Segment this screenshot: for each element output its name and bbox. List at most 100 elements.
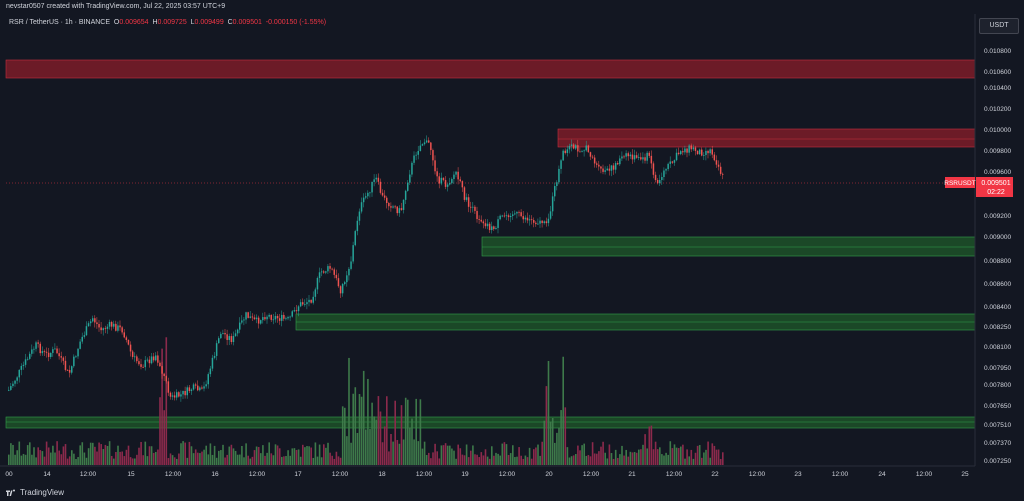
candle-body bbox=[98, 323, 100, 328]
candle-body bbox=[392, 206, 394, 208]
price-axis[interactable]: 0.010800 0.010600 0.010400 0.010200 0.010000… bbox=[984, 48, 1011, 465]
candle-body bbox=[365, 196, 367, 198]
volume-bar bbox=[383, 426, 386, 465]
close-label: C bbox=[227, 19, 233, 26]
candle-body bbox=[234, 333, 237, 337]
high-value: 0.009725 bbox=[157, 19, 187, 26]
volume-bar bbox=[117, 445, 119, 465]
volume-bar bbox=[26, 445, 29, 465]
volume-bar bbox=[14, 454, 16, 465]
volume-bar bbox=[696, 445, 699, 465]
candle-body bbox=[402, 199, 405, 210]
candle-body bbox=[566, 149, 569, 153]
price-axis-label: 0.008250 bbox=[984, 324, 1011, 331]
candle-body bbox=[257, 317, 260, 324]
volume-bar bbox=[593, 453, 596, 465]
volume-bar bbox=[192, 453, 195, 465]
candle-body bbox=[58, 353, 60, 357]
volume-bar bbox=[476, 454, 478, 465]
candle-body bbox=[600, 166, 602, 169]
candle-body bbox=[516, 211, 518, 214]
volume-bar bbox=[94, 446, 96, 465]
candle-body bbox=[220, 333, 222, 339]
candle-body bbox=[495, 227, 497, 230]
candle-body bbox=[629, 154, 632, 157]
demand-zone-upper bbox=[481, 236, 976, 257]
volume-bar bbox=[650, 425, 653, 465]
candle-body bbox=[81, 336, 83, 342]
volume-bar bbox=[711, 443, 714, 465]
candle-body bbox=[375, 177, 377, 180]
candle-body bbox=[373, 179, 375, 182]
volume-bar bbox=[43, 456, 46, 465]
candle-body bbox=[583, 150, 585, 152]
volume-bar bbox=[554, 442, 556, 465]
candle-body bbox=[152, 356, 155, 361]
candle-body bbox=[96, 322, 98, 324]
candle-body bbox=[127, 339, 130, 345]
candle-body bbox=[79, 341, 81, 349]
time-axis[interactable]: 00 14 12:00 15 12:00 16 12:00 17 12:00 18 12:00 19 1… bbox=[5, 471, 969, 478]
volume-bar bbox=[656, 449, 659, 465]
volume-bar bbox=[247, 455, 249, 465]
candle-body bbox=[453, 174, 455, 180]
time-axis-label: 00 bbox=[5, 471, 13, 478]
volume-bar bbox=[564, 407, 567, 465]
volume-bar bbox=[684, 458, 686, 465]
volume-bar bbox=[52, 445, 54, 465]
candle-body bbox=[575, 145, 577, 149]
volume-bar bbox=[717, 449, 720, 465]
candle-body bbox=[8, 389, 10, 391]
volume-bar bbox=[575, 453, 577, 465]
volume-bar bbox=[358, 394, 361, 465]
candle-body bbox=[304, 304, 306, 305]
volume-bar bbox=[66, 458, 69, 465]
volume-bar bbox=[438, 458, 441, 465]
candle-body bbox=[608, 168, 611, 171]
candle-body bbox=[302, 302, 304, 305]
volume-bar bbox=[493, 455, 495, 465]
volume-bar bbox=[425, 455, 428, 465]
volume-bar bbox=[367, 378, 369, 465]
currency-button[interactable]: USDT bbox=[979, 18, 1019, 34]
candle-body bbox=[604, 170, 606, 172]
candle-body bbox=[390, 206, 392, 208]
volume-bar bbox=[663, 455, 665, 465]
volume-bar bbox=[102, 449, 105, 465]
candle-body bbox=[20, 365, 23, 370]
volume-bar bbox=[186, 457, 189, 465]
candle-body bbox=[612, 165, 615, 170]
volume-bar bbox=[289, 455, 291, 465]
candle-body bbox=[104, 328, 107, 330]
volume-bar bbox=[400, 405, 403, 465]
volume-bar bbox=[562, 356, 564, 465]
volume-bar bbox=[85, 457, 88, 465]
volume-bar bbox=[180, 443, 182, 465]
candle-body bbox=[381, 192, 384, 196]
symbol-label[interactable]: RSR / TetherUS · 1h · BINANCE bbox=[9, 19, 111, 26]
price-axis-label: 0.008600 bbox=[984, 281, 1011, 288]
candle-body bbox=[35, 342, 37, 349]
volume-bar bbox=[623, 455, 625, 465]
candle-body bbox=[232, 336, 235, 343]
volume-bar bbox=[77, 457, 79, 465]
price-axis-label: 0.007250 bbox=[984, 458, 1011, 465]
time-axis-label: 14 bbox=[43, 471, 51, 478]
price-axis-label: 0.009000 bbox=[984, 234, 1011, 241]
candle-body bbox=[665, 169, 667, 171]
candle-body bbox=[526, 217, 529, 221]
volume-bar bbox=[415, 398, 417, 465]
volume-bar bbox=[570, 456, 573, 465]
candle-body bbox=[339, 286, 342, 294]
volume-bar bbox=[184, 442, 186, 465]
candle-body bbox=[29, 353, 31, 359]
candle-body bbox=[173, 395, 176, 398]
volume-bar bbox=[713, 445, 716, 465]
low-value: 0.009499 bbox=[194, 19, 224, 26]
volume-bar bbox=[524, 455, 527, 465]
current-price-tag-price: 0.009501 bbox=[981, 180, 1010, 187]
candle-body bbox=[155, 355, 157, 361]
candle-body bbox=[482, 221, 485, 224]
volume-bar bbox=[541, 441, 543, 465]
